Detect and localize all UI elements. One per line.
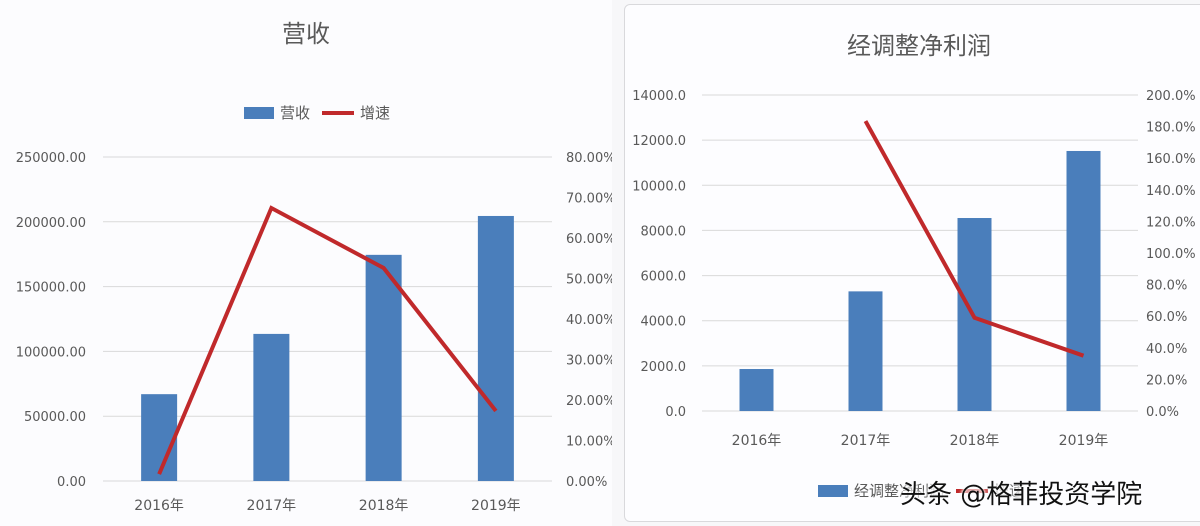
right-axis-tick: 200.0% — [1146, 89, 1196, 104]
category-label: 2017年 — [841, 433, 891, 449]
category-label: 2016年 — [732, 433, 782, 449]
bar — [739, 369, 774, 411]
left-axis-tick: 250000.00 — [16, 151, 86, 166]
right-axis-tick: 50.00% — [566, 273, 616, 288]
bar — [1066, 150, 1101, 411]
left-axis-tick: 0.00 — [57, 475, 86, 490]
left-axis-tick: 2000.0 — [641, 360, 687, 375]
right-axis-tick: 180.0% — [1146, 121, 1196, 136]
left-axis-tick: 50000.00 — [24, 410, 86, 425]
bar — [141, 394, 178, 481]
left-axis-tick: 200000.00 — [16, 216, 86, 231]
right-axis-tick: 140.0% — [1146, 184, 1196, 199]
right-axis-tick: 80.00% — [566, 151, 616, 166]
category-label: 2017年 — [247, 498, 297, 514]
legend-bar-label: 营收 — [280, 104, 311, 122]
left-axis-tick: 0.0 — [665, 405, 686, 420]
right-axis-tick: 20.00% — [566, 394, 616, 409]
growth-line — [157, 205, 498, 475]
category-label: 2018年 — [950, 433, 1000, 449]
adjusted-profit-chart-title: 经调整净利润 — [847, 32, 991, 60]
revenue-chart-plot: 0.00 50000.00 100000.00 150000.00 200000.00 2… — [16, 151, 616, 514]
left-axis-tick: 14000.0 — [632, 89, 686, 104]
adjusted-profit-chart-legend: 经调整净利润 增速 — [818, 480, 1024, 501]
watermark: 头条 @格菲投资学院 — [900, 480, 1143, 510]
legend-bar-swatch — [244, 106, 274, 119]
left-axis-tick: 6000.0 — [641, 270, 687, 285]
revenue-chart-legend: 营收 增速 — [244, 102, 390, 123]
left-axis-tick: 100000.00 — [16, 345, 86, 360]
growth-line — [863, 120, 1085, 358]
right-axis-tick: 30.00% — [566, 354, 616, 369]
left-axis-tick: 10000.0 — [632, 179, 686, 194]
right-axis-tick: 160.0% — [1146, 152, 1196, 167]
right-axis-tick: 60.00% — [566, 232, 616, 247]
revenue-chart-title: 营收 — [282, 20, 330, 48]
right-axis-tick: 80.0% — [1146, 279, 1187, 294]
right-axis-tick: 100.0% — [1146, 247, 1196, 262]
legend-line-label: 增速 — [994, 482, 1025, 500]
right-axis-tick: 60.0% — [1146, 310, 1187, 325]
left-axis-tick: 12000.0 — [632, 134, 686, 149]
bar — [848, 291, 883, 411]
bar — [253, 333, 290, 481]
bar — [365, 254, 402, 481]
legend-bar-swatch — [818, 484, 848, 497]
right-axis-tick: 40.00% — [566, 313, 616, 328]
chart-frame — [624, 4, 1200, 522]
right-axis-tick: 20.0% — [1146, 373, 1187, 388]
category-label: 2016年 — [134, 498, 184, 514]
right-axis-tick: 0.00% — [566, 475, 607, 490]
adjusted-profit-chart-panel: 经调整净利润 经调整净利润 增速 0.0 2000.0 4000.0 6000.0 80… — [612, 0, 1200, 526]
right-axis-tick: 70.00% — [566, 192, 616, 207]
revenue-chart-panel: 营收 营收 增速 0.00 50000.00 100000.00 150000.00 2… — [15, 20, 616, 514]
legend-line-swatch — [322, 110, 355, 115]
legend-line-swatch — [956, 488, 989, 493]
right-axis-tick: 10.00% — [566, 435, 616, 450]
left-axis-tick: 4000.0 — [641, 315, 687, 330]
left-axis-tick: 8000.0 — [641, 224, 687, 239]
right-axis-tick: 40.0% — [1146, 342, 1187, 357]
legend-bar-label: 经调整净利润 — [854, 482, 945, 500]
right-axis-tick: 0.0% — [1146, 405, 1179, 420]
left-axis-tick: 150000.00 — [16, 281, 86, 296]
right-axis-tick: 120.0% — [1146, 215, 1196, 230]
category-label: 2019年 — [471, 498, 521, 514]
adjusted-profit-chart-plot: 0.0 2000.0 4000.0 6000.0 8000.0 10000.0 12000.… — [632, 89, 1196, 449]
category-label: 2019年 — [1059, 433, 1109, 449]
category-label: 2018年 — [359, 498, 409, 514]
bar — [477, 215, 514, 481]
legend-line-label: 增速 — [360, 104, 391, 122]
